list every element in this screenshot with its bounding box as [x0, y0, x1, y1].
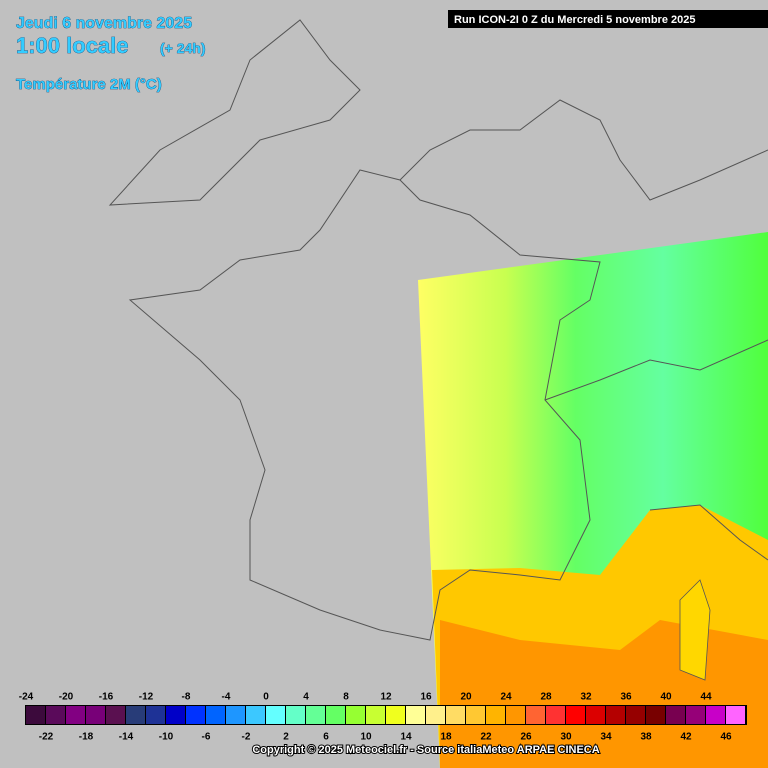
legend-tick-label: -18 — [79, 732, 94, 743]
legend-tick-label: 8 — [343, 692, 349, 703]
legend-tick-label: -16 — [99, 692, 114, 703]
legend-tick-label: 40 — [660, 692, 672, 703]
legend-cell — [446, 706, 465, 724]
legend-tick-label: -22 — [39, 732, 54, 743]
legend-cell — [126, 706, 145, 724]
legend-cell — [206, 706, 225, 724]
legend-cell — [426, 706, 445, 724]
legend-tick-label: -2 — [242, 732, 251, 743]
legend-cell — [386, 706, 405, 724]
legend-tick-label: 28 — [540, 692, 552, 703]
legend-tick-label: 24 — [500, 692, 512, 703]
legend-tick-label: 32 — [580, 692, 592, 703]
legend-cell — [586, 706, 605, 724]
legend-cell — [26, 706, 45, 724]
legend-cell — [186, 706, 205, 724]
legend-cell — [226, 706, 245, 724]
legend-tick-label: 2 — [283, 732, 289, 743]
legend-tick-label: 34 — [600, 732, 612, 743]
legend-cell — [506, 706, 525, 724]
legend-cell — [606, 706, 625, 724]
legend-tick-label: 22 — [480, 732, 492, 743]
legend-cell — [546, 706, 565, 724]
legend-cell — [466, 706, 485, 724]
lead: (+ 24h) — [160, 40, 206, 56]
legend-cell — [346, 706, 365, 724]
legend-tick-label: -10 — [159, 732, 174, 743]
legend-cell — [486, 706, 505, 724]
legend-tick-label: 30 — [560, 732, 572, 743]
legend-cell — [526, 706, 545, 724]
legend-tick-label: 6 — [323, 732, 329, 743]
legend-tick-label: -8 — [182, 692, 191, 703]
legend-tick-label: 44 — [700, 692, 712, 703]
legend-tick-label: 20 — [460, 692, 472, 703]
legend-tick-label: 12 — [380, 692, 392, 703]
legend-tick-label: 46 — [720, 732, 732, 743]
time: 1:00 locale — [16, 33, 129, 58]
legend-cell — [66, 706, 85, 724]
legend-tick-label: 10 — [360, 732, 372, 743]
copyright: Copyright © 2025 Meteociel.fr - Source i… — [252, 744, 599, 756]
legend-tick-label: 16 — [420, 692, 432, 703]
legend-tick-label: -24 — [19, 692, 34, 703]
legend-tick-label: -14 — [119, 732, 134, 743]
legend-cell — [686, 706, 705, 724]
legend-cell — [166, 706, 185, 724]
legend-cell — [666, 706, 685, 724]
corsica — [679, 579, 711, 681]
legend-tick-label: 36 — [620, 692, 632, 703]
legend-cell — [46, 706, 65, 724]
legend-cell — [326, 706, 345, 724]
run-info: Run ICON-2I 0 Z du Mercredi 5 novembre 2… — [454, 14, 695, 26]
legend-cell — [706, 706, 725, 724]
legend-tick-label: -4 — [222, 692, 231, 703]
legend-cell — [146, 706, 165, 724]
borders — [108, 19, 768, 641]
legend-tick-label: -12 — [139, 692, 154, 703]
legend-tick-label: 26 — [520, 732, 532, 743]
legend-tick-label: 14 — [400, 732, 412, 743]
legend-tick-label: -20 — [59, 692, 74, 703]
legend-tick-label: 42 — [680, 732, 692, 743]
legend-cell — [246, 706, 265, 724]
legend-cell — [566, 706, 585, 724]
date: Jeudi 6 novembre 2025 — [16, 15, 192, 32]
legend-cell — [646, 706, 665, 724]
legend-tick-label: 38 — [640, 732, 652, 743]
legend-cell — [286, 706, 305, 724]
legend-cell — [306, 706, 325, 724]
legend-cell — [366, 706, 385, 724]
variable: Température 2M (°C) — [16, 76, 162, 93]
legend-cell — [406, 706, 425, 724]
legend-cell — [106, 706, 125, 724]
legend-tick-label: 0 — [263, 692, 269, 703]
legend-tick-label: -6 — [202, 732, 211, 743]
legend-tick-label: 18 — [440, 732, 452, 743]
legend-cell — [86, 706, 105, 724]
legend-cell — [726, 706, 745, 724]
legend-tick-label: 4 — [303, 692, 309, 703]
legend-cell — [266, 706, 285, 724]
legend-cell — [626, 706, 645, 724]
run-box — [448, 10, 768, 28]
